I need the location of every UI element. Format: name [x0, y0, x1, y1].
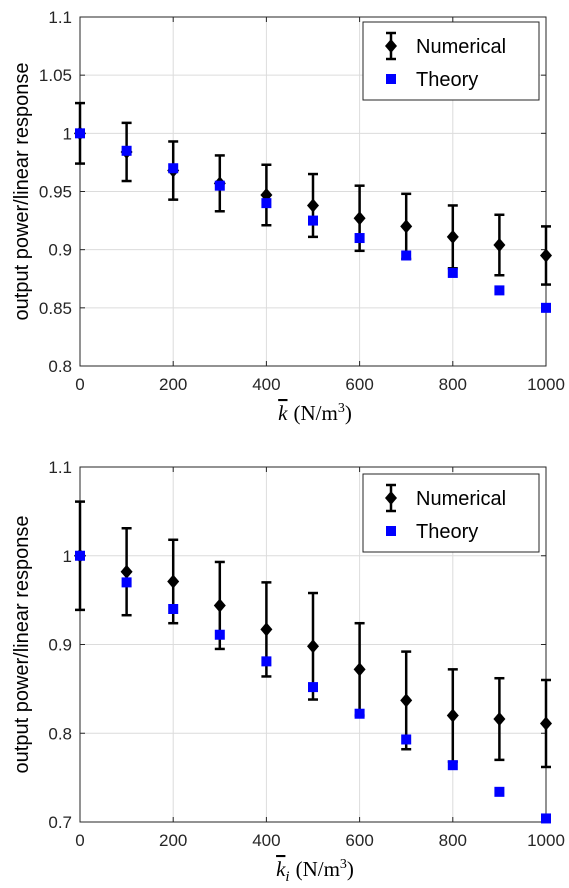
numerical-point: [446, 229, 459, 244]
x-axis-label-units: (N/m: [294, 401, 338, 425]
theory-point: [121, 577, 132, 588]
y-tick-label: 0.7: [48, 813, 72, 832]
numerical-point: [540, 248, 552, 263]
theory-point: [261, 656, 272, 667]
x-tick-label: 600: [345, 831, 373, 850]
numerical-point: [446, 708, 459, 723]
theory-point: [541, 302, 551, 313]
legend-box: [362, 473, 540, 553]
x-tick-label: 200: [159, 375, 187, 394]
x-axis-label-units: (N/m: [296, 857, 340, 881]
theory-point: [354, 233, 365, 244]
numerical-point: [120, 564, 133, 579]
x-axis-label: k (N/m3): [278, 401, 352, 425]
x-tick-label: 0: [75, 375, 84, 394]
legend: Numerical Theory: [362, 473, 540, 553]
chart-1: 0 200 400 600 800 1000 0.8 0.85 0.9 0.95 1 1.05 1.1 o…: [11, 8, 565, 425]
theory-point: [75, 550, 85, 561]
x-tick-label: 600: [345, 375, 373, 394]
theory-point: [401, 734, 412, 745]
numerical-point: [307, 639, 319, 654]
theory-point: [214, 629, 225, 640]
numerical-point: [400, 219, 413, 234]
y-tick-label: 1.1: [48, 8, 72, 27]
legend-theory-marker: [386, 526, 396, 536]
legend: Numerical Theory: [362, 21, 540, 101]
series-theory: [75, 128, 551, 313]
x-axis-label-close: ): [347, 857, 354, 881]
theory-point: [494, 285, 505, 296]
legend-theory-marker: [386, 74, 396, 84]
numerical-point: [353, 211, 366, 226]
y-tick-label: 1.1: [48, 458, 72, 477]
x-tick-label: 800: [439, 831, 467, 850]
series-numerical: [74, 500, 552, 769]
x-axis-label-close: ): [345, 401, 352, 425]
x-axis-label-superscript: 3: [338, 401, 345, 416]
x-axis-label: ki (N/m3): [276, 857, 354, 885]
y-tick-label: 0.8: [48, 357, 72, 376]
x-tick-label: 0: [75, 831, 84, 850]
legend-numerical-label: Numerical: [416, 36, 506, 58]
legend-theory-label: Theory: [416, 69, 478, 91]
x-axis-label-variable: k: [276, 857, 286, 881]
numerical-point: [540, 716, 552, 731]
legend-numerical-marker: [385, 39, 397, 53]
numerical-point: [260, 622, 273, 637]
theory-point: [261, 198, 272, 209]
y-tick-label: 0.9: [48, 241, 72, 260]
theory-point: [447, 267, 458, 278]
theory-point: [168, 163, 179, 174]
numerical-point: [307, 198, 319, 213]
y-tick-label: 0.85: [39, 299, 72, 318]
numerical-point: [213, 598, 226, 613]
y-axis-label: output power/linear response: [11, 63, 33, 321]
numerical-point: [400, 693, 413, 708]
theory-point: [494, 786, 505, 797]
series-theory: [75, 550, 551, 824]
x-axis-label-variable: k: [278, 401, 288, 425]
x-tick-label: 1000: [527, 375, 565, 394]
theory-point: [541, 813, 551, 824]
x-tick-label: 200: [159, 831, 187, 850]
legend-numerical-label: Numerical: [416, 488, 506, 510]
theory-point: [308, 682, 318, 693]
legend-box: [362, 21, 540, 101]
x-tick-label: 400: [252, 375, 280, 394]
theory-point: [121, 145, 132, 156]
x-axis-label-superscript: 3: [340, 857, 347, 872]
theory-point: [354, 708, 365, 719]
theory-point: [447, 760, 458, 771]
theory-point: [308, 215, 318, 226]
x-tick-label: 1000: [527, 831, 565, 850]
numerical-point: [493, 238, 506, 253]
y-axis-label: output power/linear response: [11, 516, 33, 774]
legend-numerical-marker: [385, 491, 397, 505]
y-tick-label: 0.8: [48, 724, 72, 743]
theory-point: [401, 250, 412, 261]
y-tick-label: 1: [63, 547, 72, 566]
theory-point: [214, 180, 225, 191]
y-tick-label: 0.9: [48, 636, 72, 655]
numerical-point: [353, 662, 366, 677]
y-tick-label: 0.95: [39, 183, 72, 202]
x-axis-label-subscript: i: [285, 869, 289, 885]
legend-theory-label: Theory: [416, 521, 478, 543]
x-tick-label: 800: [439, 375, 467, 394]
y-tick-label: 1.05: [39, 66, 72, 85]
theory-point: [75, 128, 85, 139]
theory-point: [168, 604, 179, 614]
x-tick-label: 400: [252, 831, 280, 850]
numerical-point: [167, 574, 180, 589]
y-tick-label: 1: [63, 124, 72, 143]
chart-2: 0 200 400 600 800 1000 0.7 0.8 0.9 1 1.1 output pow…: [11, 458, 565, 885]
numerical-point: [493, 712, 506, 727]
